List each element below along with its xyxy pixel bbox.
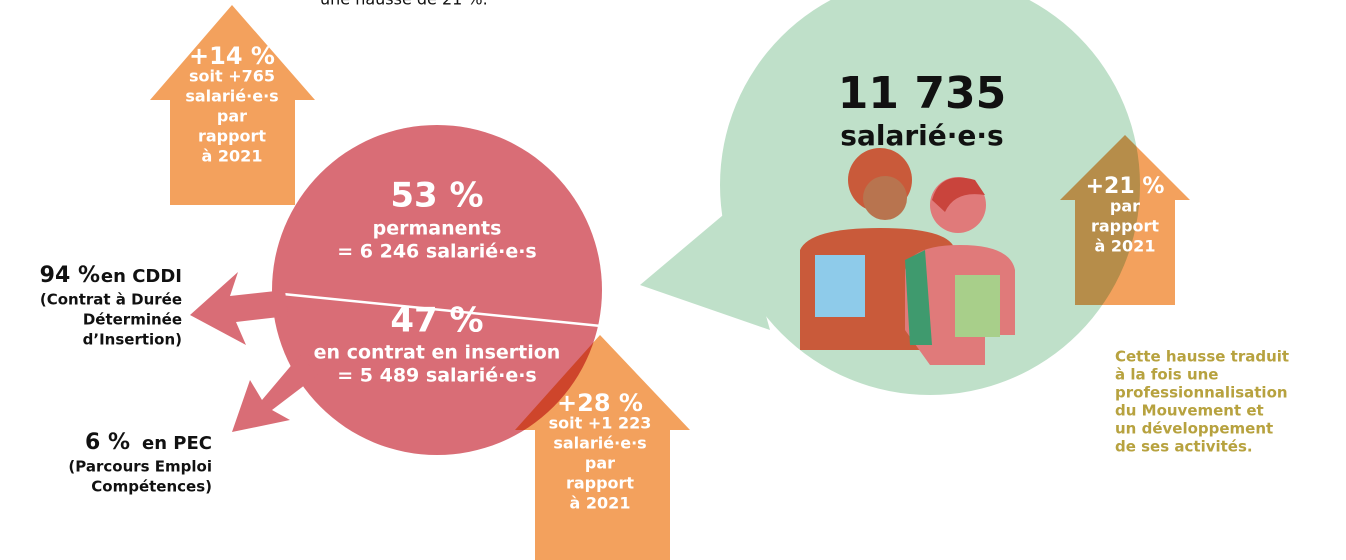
label-line: +21 %	[1086, 174, 1165, 199]
arrow-cddi	[190, 272, 288, 345]
people-illustration	[800, 148, 1015, 365]
label-line: +28 %	[557, 389, 643, 417]
label-line: par	[1110, 197, 1140, 216]
label-line: par	[217, 107, 247, 126]
label: permanents	[373, 218, 502, 240]
orange-arrows	[150, 5, 1190, 560]
label: salarié·e·s	[840, 119, 1003, 152]
label-line: Déterminée	[83, 311, 182, 329]
arrow-bottom	[515, 335, 690, 560]
label-line: à la fois une	[1115, 366, 1218, 384]
label-line: salarié·e·s	[553, 434, 646, 453]
pie-circle	[272, 125, 602, 455]
label-line: +14 %	[189, 42, 275, 70]
label-line: soit +1 223	[549, 414, 652, 433]
label-line: à 2021	[202, 147, 263, 166]
count: = 5 489 salarié·e·s	[337, 365, 537, 387]
arrow-top	[150, 5, 315, 205]
label-line: à 2021	[1095, 237, 1156, 256]
percent: 6 %	[85, 430, 130, 455]
label-line: Cette hausse traduit	[1115, 348, 1289, 366]
label-line: soit +765	[189, 67, 275, 86]
red-arrows	[190, 272, 318, 432]
count: = 6 246 salarié·e·s	[337, 241, 537, 263]
label-line: professionnalisation	[1115, 384, 1288, 402]
label-line: Compétences)	[91, 478, 212, 496]
bubble-tail	[640, 205, 770, 330]
label-line: (Parcours Emploi	[68, 458, 212, 476]
label: en CDDI	[101, 266, 182, 287]
label-line: (Contrat à Durée	[40, 291, 182, 309]
arrow-right	[1060, 135, 1190, 305]
arrow-pec	[232, 355, 318, 432]
top-note: une hausse de 21 %.	[320, 0, 488, 9]
percent: 53 %	[390, 176, 483, 216]
label-line: du Mouvement et	[1115, 402, 1264, 420]
label-line: un développement	[1115, 420, 1273, 438]
label-line: rapport	[566, 474, 634, 493]
percent: 47 %	[390, 301, 483, 341]
label-line: de ses activités.	[1115, 438, 1253, 456]
label-line: à 2021	[570, 494, 631, 513]
pie-split	[272, 291, 602, 328]
percent: 94 %	[40, 263, 100, 288]
label-line: d’Insertion)	[83, 331, 182, 349]
label: en contrat en insertion	[314, 342, 561, 364]
label-line: par	[585, 454, 615, 473]
label-line: rapport	[198, 127, 266, 146]
label-line: salarié·e·s	[185, 87, 278, 106]
label: en PEC	[142, 433, 212, 454]
total: 11 735	[838, 68, 1006, 119]
label-line: rapport	[1091, 217, 1159, 236]
pie	[272, 125, 602, 455]
